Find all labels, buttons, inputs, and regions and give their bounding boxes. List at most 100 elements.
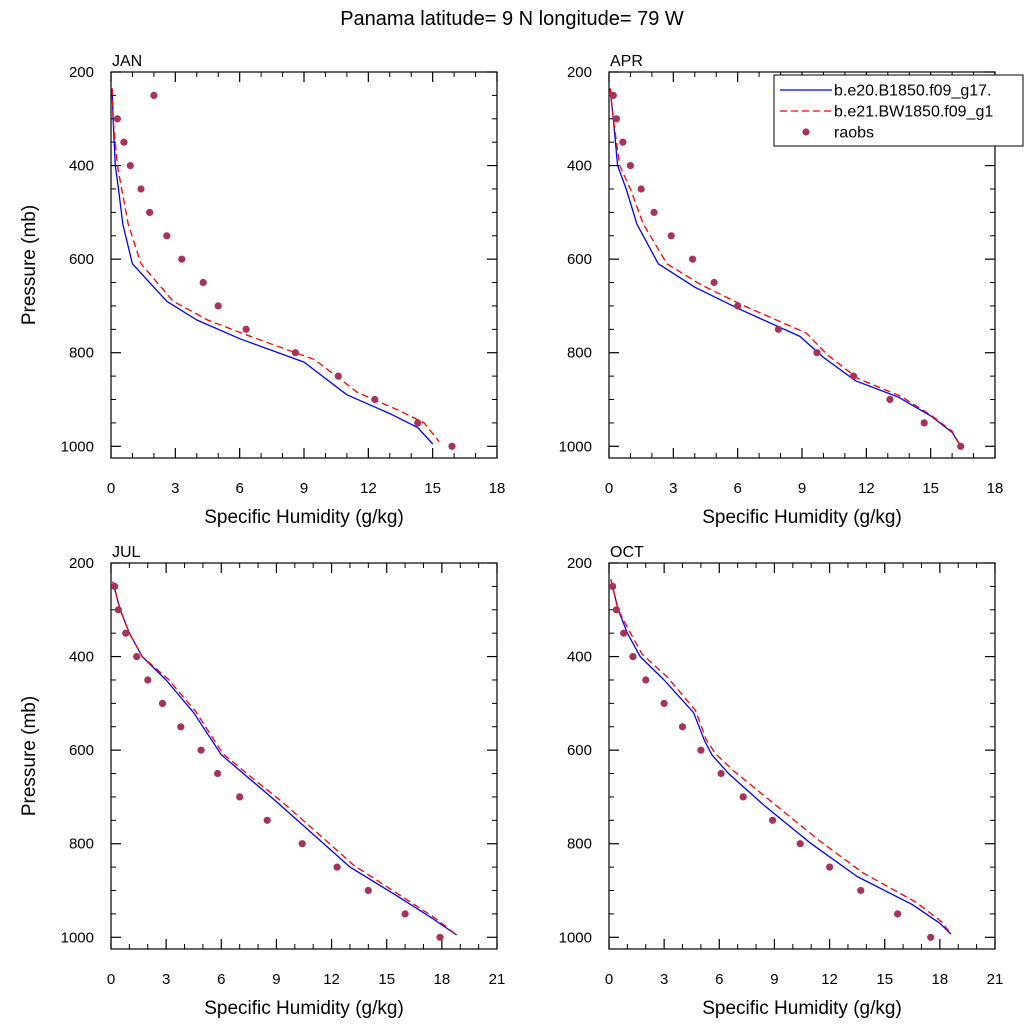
raobs-point [146, 208, 154, 216]
x-tick-label: 3 [162, 971, 170, 988]
raobs-point [710, 278, 718, 287]
raobs-point [650, 208, 658, 216]
y-tick-label: 800 [69, 836, 94, 853]
raobs-point [612, 115, 621, 123]
x-tick-label: 12 [323, 971, 340, 988]
raobs-point [133, 653, 141, 661]
raobs-point [609, 91, 617, 99]
raobs-point [120, 138, 128, 146]
y-tick-label: 600 [69, 251, 94, 268]
series-line-b-e20 [112, 581, 457, 936]
y-tick-label: 400 [567, 158, 592, 175]
raobs-point [927, 933, 935, 941]
y-tick-label: 200 [69, 555, 94, 572]
y-tick-label: 1000 [61, 929, 94, 946]
x-tick-label: 12 [821, 971, 838, 988]
y-axis-label: Pressure (mb) [19, 696, 40, 816]
x-tick-label: 12 [360, 480, 377, 497]
raobs-point [857, 886, 865, 895]
raobs-point [678, 723, 687, 731]
raobs-point [619, 138, 627, 146]
raobs-point [734, 302, 742, 310]
raobs-point [199, 278, 207, 287]
raobs-point [894, 910, 902, 918]
x-tick-label: 0 [605, 971, 613, 988]
legend: b.e20.B1850.f09_g17. b.e21.BW1850.f09_g1r… [773, 74, 1024, 147]
x-axis-label: Specific Humidity (g/kg) [702, 507, 902, 528]
x-tick-label: 6 [235, 480, 243, 497]
legend-label: raobs [834, 125, 874, 142]
y-tick-label: 400 [69, 158, 94, 175]
y-tick-label: 200 [567, 555, 592, 572]
raobs-point [197, 746, 205, 754]
x-tick-label: 6 [217, 971, 225, 988]
x-tick-label: 9 [770, 971, 778, 988]
raobs-point [177, 723, 185, 731]
raobs-point [291, 349, 299, 357]
raobs-point [660, 699, 668, 708]
chart-panel-oct: 200 400 600 800 1000 0 3 6 9 12 15 18 21 OCT Specific … [559, 544, 1004, 1019]
x-tick-label: 3 [660, 971, 668, 988]
raobs-point [920, 419, 928, 427]
x-tick-label: 0 [107, 480, 115, 497]
x-tick-label: 15 [876, 971, 893, 988]
raobs-point [849, 372, 858, 380]
y-tick-label: 800 [567, 345, 592, 362]
y-tick-label: 800 [69, 345, 94, 362]
x-tick-label: 0 [107, 971, 115, 988]
raobs-point [137, 185, 145, 193]
raobs-point [612, 606, 621, 614]
raobs-point [263, 816, 271, 824]
x-axis-label: Specific Humidity (g/kg) [204, 507, 404, 528]
x-tick-label: 18 [434, 971, 451, 988]
raobs-point [111, 582, 119, 591]
panel-label: JAN [112, 53, 142, 70]
y-tick-label: 200 [567, 64, 592, 81]
raobs-point [813, 349, 821, 357]
chart-panel-jul: 200 400 600 800 1000 0 3 6 9 12 15 18 21 JUL Specific … [19, 544, 505, 1019]
raobs-point [667, 232, 675, 240]
x-tick-label: 12 [858, 480, 875, 497]
x-tick-label: 21 [987, 971, 1004, 988]
x-tick-label: 9 [300, 480, 308, 497]
raobs-point [629, 653, 637, 661]
series-line-b-e20 [610, 579, 952, 935]
y-tick-label: 200 [69, 64, 94, 81]
raobs-point [364, 886, 372, 895]
panel-label: OCT [610, 544, 644, 561]
raobs-point [214, 302, 222, 310]
legend-label: b.e21.BW1850.f09_g1 [834, 104, 993, 121]
series-line-b-e21 [610, 579, 952, 935]
x-tick-label: 18 [987, 480, 1004, 497]
raobs-point [401, 910, 409, 918]
raobs-point [371, 395, 379, 404]
chart-panel-apr: 200 400 600 800 1000 0 3 6 9 12 15 18 APR Specific Hu… [559, 53, 1004, 528]
x-tick-label: 15 [378, 971, 395, 988]
panel-label: APR [610, 53, 643, 70]
x-tick-label: 15 [922, 480, 939, 497]
x-tick-label: 0 [605, 480, 613, 497]
series-line-b-e21 [112, 581, 458, 936]
raobs-point [158, 699, 167, 708]
y-tick-label: 600 [567, 251, 592, 268]
y-tick-label: 400 [567, 649, 592, 666]
x-axis-label: Specific Humidity (g/kg) [702, 998, 902, 1019]
plot-frame [110, 562, 498, 950]
raobs-point [886, 395, 894, 404]
raobs-point [298, 840, 306, 848]
raobs-point [697, 746, 705, 754]
raobs-point [448, 442, 456, 450]
x-tick-label: 18 [932, 971, 949, 988]
x-tick-label: 6 [733, 480, 741, 497]
raobs-point [826, 863, 834, 871]
y-tick-label: 1000 [559, 438, 592, 455]
raobs-point [626, 162, 635, 170]
legend-label: b.e20.B1850.f09_g17. [834, 83, 991, 100]
x-tick-label: 6 [715, 971, 723, 988]
x-tick-label: 15 [424, 480, 441, 497]
raobs-point [114, 606, 122, 614]
raobs-point [414, 419, 422, 427]
raobs-point [620, 629, 628, 637]
raobs-point [957, 442, 965, 450]
